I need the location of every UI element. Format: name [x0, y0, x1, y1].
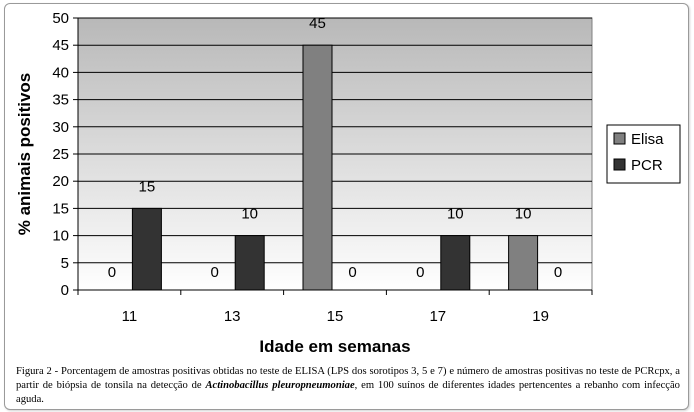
- legend-label-elisa: Elisa: [631, 131, 664, 148]
- data-label: 0: [108, 264, 116, 281]
- data-label: 10: [515, 206, 532, 223]
- x-axis-title: Idade em semanas: [259, 337, 410, 356]
- figure-caption: Figura 2 - Porcentagem de amostras posit…: [16, 365, 680, 407]
- data-label: 0: [348, 264, 356, 281]
- x-tick-label: 11: [122, 308, 138, 325]
- x-tick-label: 13: [224, 308, 241, 325]
- y-tick-label: 25: [52, 146, 69, 163]
- caption-lead: Figura 2 - Porcentagem de amostras posit…: [16, 366, 680, 391]
- bar-chart: 0 5 10 15 20 25 30 35 40 45 50 11 13 15 17 19 0 15 0 10 45…: [15, 10, 681, 356]
- y-tick-label: 30: [52, 119, 69, 136]
- bar-pcr: [131, 207, 162, 291]
- x-tick-label: 19: [532, 308, 549, 325]
- data-label: 0: [554, 264, 562, 281]
- x-tick-label: 17: [429, 308, 446, 325]
- y-tick-label: 5: [61, 255, 69, 272]
- caption-tail: , em 100 suínos de diferentes idades per…: [16, 380, 680, 405]
- y-tick-labels: 0 5 10 15 20 25 30 35 40 45 50: [52, 10, 69, 299]
- y-tick-label: 35: [52, 92, 69, 109]
- y-tick-label: 0: [61, 282, 69, 299]
- data-label: 10: [241, 206, 258, 223]
- y-tick-label: 20: [52, 173, 69, 190]
- bar-elisa: [508, 235, 539, 291]
- x-tick-labels: 11 13 15 17 19: [122, 308, 549, 325]
- data-label: 0: [416, 264, 424, 281]
- y-axis-title: % animais positivos: [15, 73, 34, 236]
- legend-swatch-pcr: [613, 158, 626, 171]
- legend-swatch-elisa: [613, 132, 626, 145]
- x-tick-label: 15: [327, 308, 344, 325]
- y-tick-label: 50: [52, 10, 69, 27]
- data-label: 45: [309, 15, 326, 32]
- y-tick-label: 10: [52, 228, 69, 245]
- bar-elisa: [302, 44, 333, 291]
- y-tick-label: 40: [52, 64, 69, 81]
- caption-species: Actinobacillus pleuropneumoniae: [205, 380, 355, 391]
- bar-pcr: [234, 235, 265, 291]
- data-label: 15: [139, 178, 156, 195]
- legend-label-pcr: PCR: [631, 157, 663, 174]
- y-tick-label: 45: [52, 37, 69, 54]
- data-label: 0: [211, 264, 219, 281]
- data-labels: 0 15 0 10 45 0 0 10 10 0: [108, 15, 563, 281]
- bar-pcr: [440, 235, 471, 291]
- axes: [73, 17, 593, 295]
- legend: Elisa PCR: [606, 124, 681, 184]
- data-label: 10: [447, 206, 464, 223]
- y-tick-label: 15: [52, 200, 69, 217]
- gridlines: [78, 17, 592, 264]
